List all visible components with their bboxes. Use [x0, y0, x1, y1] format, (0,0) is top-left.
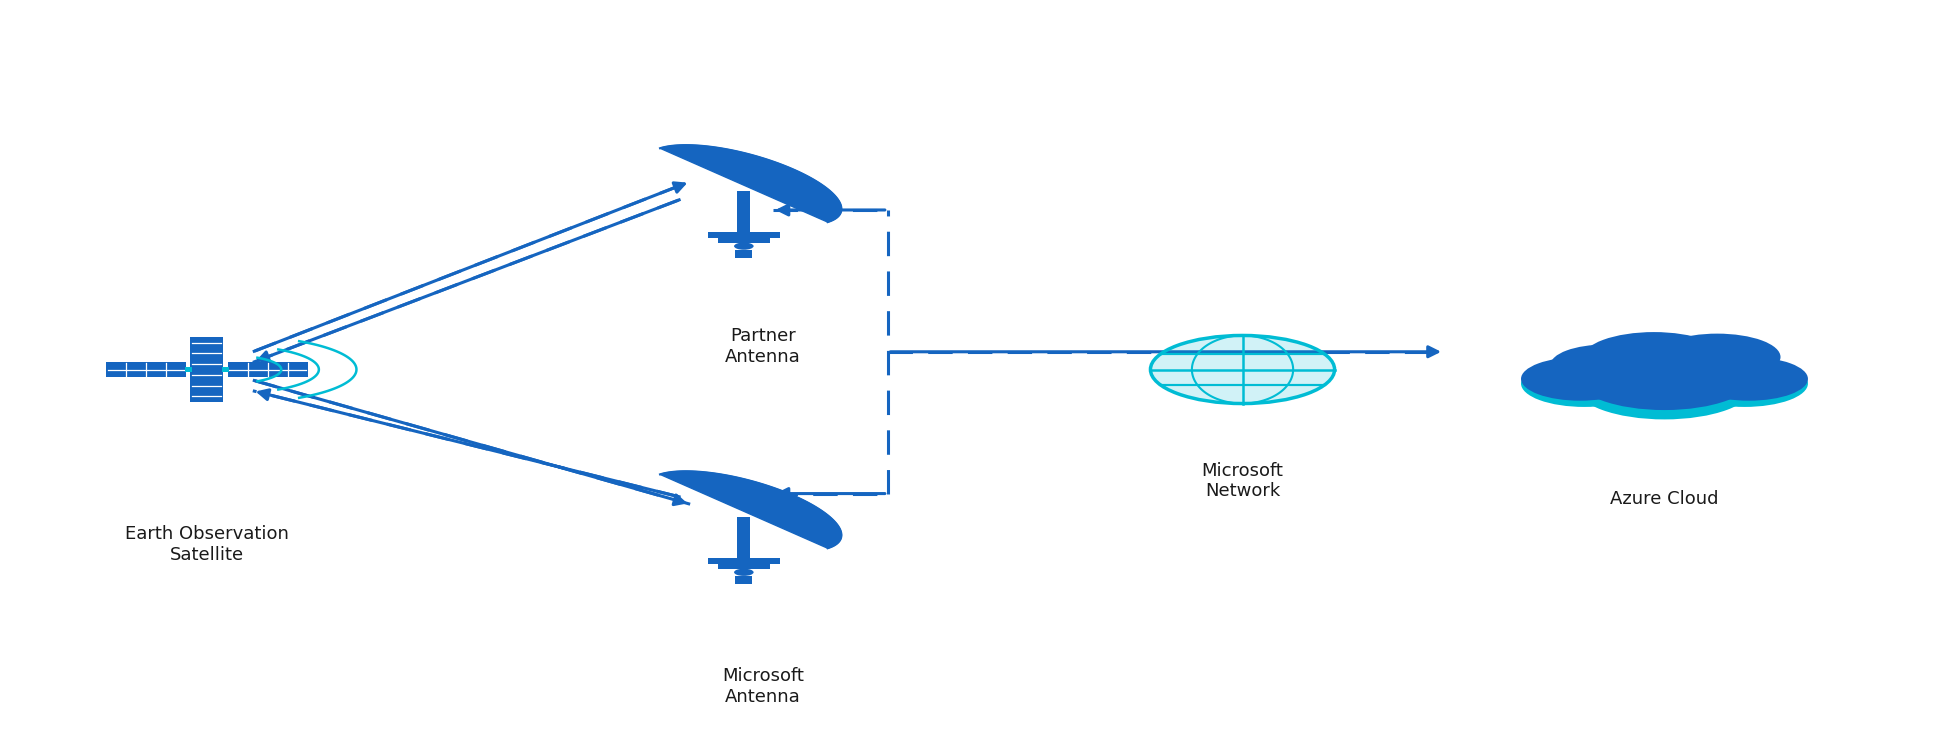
Circle shape — [1689, 357, 1808, 401]
FancyBboxPatch shape — [738, 517, 750, 558]
Circle shape — [1560, 351, 1704, 403]
FancyBboxPatch shape — [738, 191, 750, 232]
Circle shape — [1521, 360, 1648, 407]
Circle shape — [1551, 344, 1660, 385]
Circle shape — [1556, 343, 1708, 399]
Circle shape — [1576, 344, 1753, 410]
FancyBboxPatch shape — [707, 558, 779, 565]
Circle shape — [1621, 343, 1773, 399]
Text: Microsoft
Network: Microsoft Network — [1202, 462, 1284, 500]
Text: Earth Observation
Satellite: Earth Observation Satellite — [125, 525, 288, 565]
Circle shape — [1576, 354, 1753, 420]
Circle shape — [734, 242, 754, 250]
Circle shape — [1582, 332, 1726, 385]
Text: Azure Cloud: Azure Cloud — [1611, 490, 1718, 508]
Polygon shape — [660, 471, 842, 548]
FancyBboxPatch shape — [717, 565, 769, 569]
Text: Partner
Antenna: Partner Antenna — [725, 327, 801, 366]
FancyBboxPatch shape — [734, 576, 752, 584]
FancyBboxPatch shape — [707, 232, 779, 238]
Circle shape — [1151, 336, 1334, 403]
Text: Microsoft
Antenna: Microsoft Antenna — [723, 667, 805, 706]
FancyBboxPatch shape — [185, 367, 191, 372]
FancyBboxPatch shape — [191, 337, 224, 402]
Circle shape — [1654, 333, 1780, 381]
FancyBboxPatch shape — [105, 362, 185, 377]
Polygon shape — [660, 145, 842, 222]
Circle shape — [1681, 360, 1808, 407]
Circle shape — [1625, 351, 1769, 403]
FancyBboxPatch shape — [717, 238, 769, 242]
FancyBboxPatch shape — [228, 362, 308, 377]
FancyBboxPatch shape — [222, 367, 230, 372]
FancyBboxPatch shape — [734, 250, 752, 258]
Circle shape — [1521, 357, 1638, 401]
Circle shape — [734, 569, 754, 576]
